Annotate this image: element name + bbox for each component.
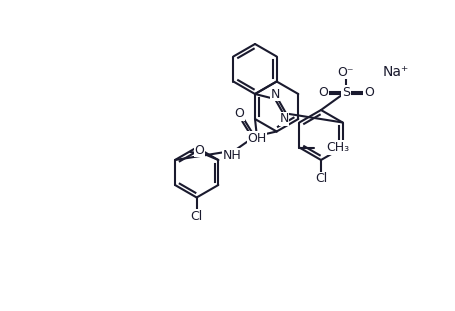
Text: S: S bbox=[342, 86, 350, 99]
Text: O: O bbox=[194, 143, 204, 156]
Text: Cl: Cl bbox=[315, 173, 327, 185]
Text: NH: NH bbox=[222, 149, 241, 162]
Text: O: O bbox=[318, 86, 328, 99]
Text: OH: OH bbox=[248, 132, 267, 145]
Text: O: O bbox=[235, 107, 245, 120]
Text: O⁻: O⁻ bbox=[338, 66, 354, 78]
Text: N: N bbox=[270, 87, 280, 100]
Text: Na⁺: Na⁺ bbox=[383, 65, 409, 79]
Text: Cl: Cl bbox=[191, 210, 203, 223]
Text: CH₃: CH₃ bbox=[326, 141, 349, 154]
Text: N: N bbox=[279, 113, 288, 126]
Text: O: O bbox=[364, 86, 374, 99]
